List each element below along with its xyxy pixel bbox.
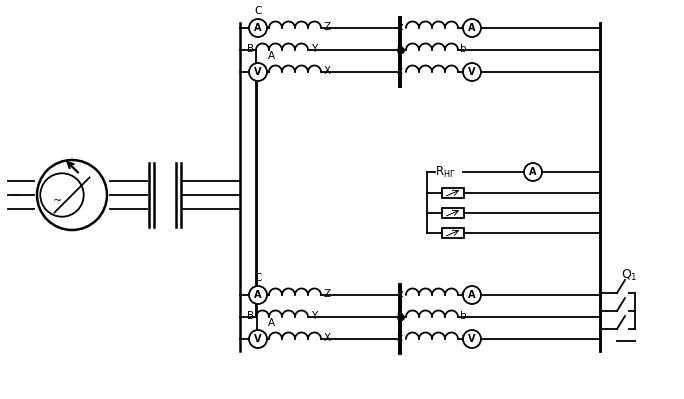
Circle shape bbox=[249, 19, 267, 37]
Circle shape bbox=[249, 63, 267, 81]
Text: c: c bbox=[460, 22, 466, 32]
Text: V: V bbox=[469, 67, 476, 77]
Text: A: A bbox=[268, 51, 275, 61]
Text: y: y bbox=[397, 311, 403, 321]
Circle shape bbox=[249, 286, 267, 304]
Text: V: V bbox=[254, 334, 262, 344]
Text: ~: ~ bbox=[10, 191, 19, 201]
Text: z: z bbox=[397, 22, 403, 32]
Circle shape bbox=[249, 330, 267, 348]
Text: Z: Z bbox=[324, 289, 331, 299]
Text: b: b bbox=[460, 44, 466, 54]
Circle shape bbox=[37, 160, 107, 230]
Text: z: z bbox=[397, 289, 403, 299]
Text: x: x bbox=[397, 333, 403, 343]
Text: X: X bbox=[324, 333, 331, 343]
Text: A: A bbox=[254, 23, 262, 33]
Circle shape bbox=[463, 63, 481, 81]
Circle shape bbox=[524, 163, 542, 181]
Circle shape bbox=[463, 19, 481, 37]
Text: B: B bbox=[247, 311, 254, 321]
Text: b: b bbox=[460, 311, 466, 321]
Text: C: C bbox=[254, 273, 262, 283]
Text: a: a bbox=[460, 333, 466, 343]
Text: A: A bbox=[254, 290, 262, 300]
Text: Q$_1$: Q$_1$ bbox=[621, 267, 637, 282]
Text: C: C bbox=[254, 6, 262, 16]
Text: c: c bbox=[460, 289, 466, 299]
Circle shape bbox=[463, 330, 481, 348]
Text: Y: Y bbox=[311, 44, 317, 54]
Text: V: V bbox=[469, 334, 476, 344]
Text: R$_{\rm НГ}$: R$_{\rm НГ}$ bbox=[435, 164, 456, 180]
Bar bbox=[442, 188, 464, 198]
Text: A: A bbox=[529, 167, 537, 177]
Text: ~: ~ bbox=[53, 196, 63, 206]
Text: y: y bbox=[397, 44, 403, 54]
Text: B: B bbox=[247, 44, 254, 54]
Text: X: X bbox=[324, 66, 331, 76]
Text: Z: Z bbox=[324, 22, 331, 32]
Text: A: A bbox=[469, 290, 476, 300]
Circle shape bbox=[463, 286, 481, 304]
Text: A: A bbox=[268, 318, 275, 328]
Bar bbox=[442, 208, 464, 218]
Text: Y: Y bbox=[311, 311, 317, 321]
Bar bbox=[442, 228, 464, 238]
Text: x: x bbox=[397, 66, 403, 76]
Circle shape bbox=[40, 173, 83, 217]
Text: V: V bbox=[254, 67, 262, 77]
Text: a: a bbox=[460, 66, 466, 76]
Text: A: A bbox=[469, 23, 476, 33]
